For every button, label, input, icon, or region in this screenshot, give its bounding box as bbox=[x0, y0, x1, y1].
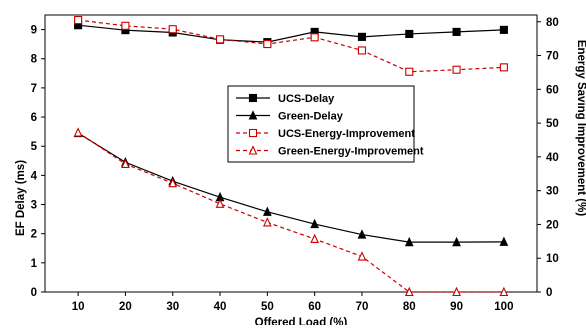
plot-frame bbox=[44, 14, 538, 293]
legend-marker-3 bbox=[248, 145, 258, 155]
series-3-point-7 bbox=[404, 286, 414, 297]
legend-marker-2 bbox=[248, 128, 258, 138]
legend-label-3: Green-Energy-Improvement bbox=[278, 146, 424, 158]
y-tick-label-0: 0 bbox=[31, 287, 37, 299]
series-2-point-9 bbox=[499, 63, 508, 72]
y-tick-label-3: 3 bbox=[31, 200, 37, 212]
legend-label-1: Green-Delay bbox=[278, 111, 344, 123]
series-0 bbox=[74, 21, 508, 47]
series-2-point-8 bbox=[452, 65, 461, 74]
series-3-point-4 bbox=[262, 217, 272, 227]
y-tick-label-8: 8 bbox=[31, 54, 38, 66]
series-1-point-5 bbox=[310, 218, 320, 229]
legend-marker-1 bbox=[248, 110, 258, 120]
x-tick-label-6: 70 bbox=[356, 301, 369, 313]
legend-label-0: UCS-Delay bbox=[278, 93, 335, 105]
series-3 bbox=[73, 127, 509, 297]
x-tick-label-8: 90 bbox=[450, 301, 463, 313]
series-0-point-8 bbox=[452, 27, 461, 36]
series-1-point-7 bbox=[404, 236, 414, 247]
y2-tick-label-3: 30 bbox=[546, 186, 559, 198]
y-tick-label-7: 7 bbox=[31, 83, 37, 95]
series-line-3 bbox=[77, 132, 504, 293]
series-1-point-6 bbox=[357, 229, 367, 239]
y-tick-label-9: 9 bbox=[31, 25, 37, 37]
y2-tick-label-8: 80 bbox=[546, 17, 559, 29]
series-2 bbox=[74, 16, 508, 76]
y-tick-label-4: 4 bbox=[31, 170, 38, 182]
series-0-point-9 bbox=[499, 25, 508, 34]
y-tick-label-5: 5 bbox=[31, 141, 38, 153]
series-0-point-6 bbox=[357, 32, 367, 41]
y2-tick-label-6: 60 bbox=[546, 84, 559, 96]
y2-axis-label: Energy Saving Improvement (%) bbox=[575, 40, 586, 217]
x-axis-label: Offered Load (%) bbox=[255, 317, 348, 325]
series-3-point-8 bbox=[452, 286, 461, 297]
series-1-point-8 bbox=[452, 236, 461, 247]
x-tick-label-0: 10 bbox=[72, 301, 85, 313]
x-tick-label-5: 60 bbox=[308, 301, 321, 313]
y2-tick-label-5: 50 bbox=[546, 118, 559, 130]
series-2-point-0 bbox=[74, 16, 83, 25]
series-3-point-5 bbox=[310, 233, 320, 244]
x-tick-label-3: 40 bbox=[214, 301, 227, 313]
x-tick-label-9: 100 bbox=[494, 301, 513, 313]
legend-label-2: UCS-Energy-Improvement bbox=[278, 128, 415, 140]
series-3-point-0 bbox=[73, 127, 83, 137]
x-tick-label-4: 50 bbox=[261, 301, 274, 313]
series-2-point-3 bbox=[215, 35, 225, 44]
y-axis-label: EF Delay (ms) bbox=[15, 160, 27, 236]
series-3-point-1 bbox=[121, 158, 130, 169]
legend-marker-0 bbox=[248, 93, 258, 103]
series-2-point-7 bbox=[405, 67, 414, 76]
y-tick-label-1: 1 bbox=[31, 258, 38, 270]
series-3-point-9 bbox=[499, 286, 509, 297]
series-line-2 bbox=[78, 19, 504, 73]
series-3-point-2 bbox=[168, 177, 178, 188]
y2-tick-label-2: 20 bbox=[546, 219, 559, 231]
series-3-point-3 bbox=[215, 198, 225, 208]
y2-tick-label-1: 10 bbox=[546, 253, 559, 265]
y2-tick-label-4: 40 bbox=[546, 152, 559, 164]
x-tick-label-1: 20 bbox=[119, 301, 132, 313]
y2-tick-label-7: 70 bbox=[546, 51, 559, 63]
series-2-point-2 bbox=[168, 25, 177, 34]
x-tick-label-7: 80 bbox=[403, 301, 416, 313]
series-2-point-1 bbox=[121, 21, 130, 30]
x-tick-label-2: 30 bbox=[166, 301, 179, 313]
series-1-point-4 bbox=[262, 206, 272, 216]
y-tick-label-6: 6 bbox=[31, 112, 37, 124]
legend-box bbox=[227, 85, 415, 163]
series-line-0 bbox=[78, 24, 504, 43]
series-1-point-9 bbox=[499, 236, 509, 246]
series-2-point-5 bbox=[310, 33, 319, 42]
series-0-point-7 bbox=[405, 29, 414, 39]
y-tick-label-2: 2 bbox=[31, 229, 37, 241]
series-line-1 bbox=[77, 132, 504, 243]
y2-tick-label-0: 0 bbox=[546, 287, 552, 299]
series-3-point-6 bbox=[357, 251, 367, 261]
series-2-point-4 bbox=[263, 40, 272, 49]
series-2-point-6 bbox=[357, 46, 367, 55]
